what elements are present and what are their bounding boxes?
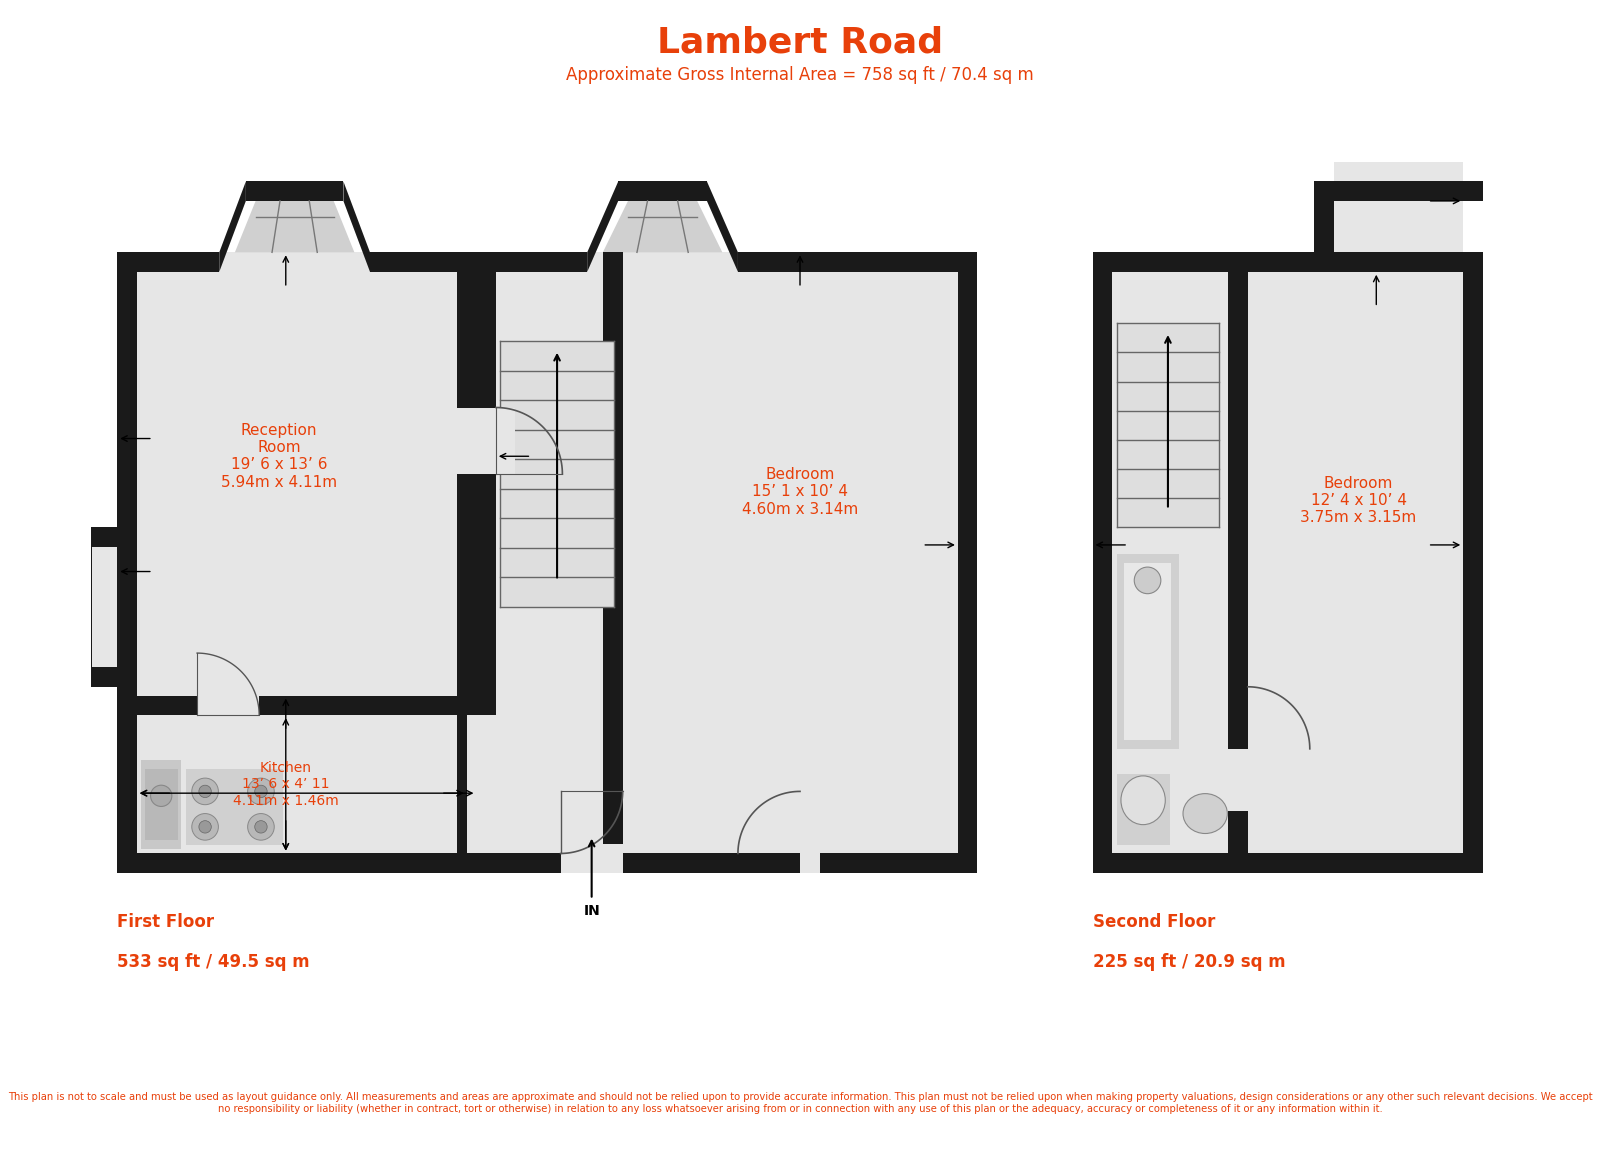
- Text: IN: IN: [584, 904, 600, 918]
- Polygon shape: [74, 668, 138, 687]
- Polygon shape: [1093, 252, 1483, 271]
- Polygon shape: [458, 408, 515, 474]
- Text: 533 sq ft / 49.5 sq m: 533 sq ft / 49.5 sq m: [117, 953, 310, 970]
- Polygon shape: [138, 695, 197, 715]
- Polygon shape: [501, 341, 614, 608]
- Polygon shape: [219, 181, 246, 271]
- Circle shape: [192, 778, 218, 805]
- Polygon shape: [800, 791, 819, 873]
- Polygon shape: [138, 252, 477, 854]
- Text: Bedroom
15’ 1 x 10’ 4
4.60m x 3.14m: Bedroom 15’ 1 x 10’ 4 4.60m x 3.14m: [742, 467, 858, 516]
- Polygon shape: [117, 252, 219, 271]
- Polygon shape: [1229, 252, 1248, 873]
- Polygon shape: [117, 854, 477, 873]
- Polygon shape: [458, 252, 477, 873]
- Circle shape: [254, 785, 267, 798]
- Polygon shape: [958, 252, 978, 873]
- Polygon shape: [186, 769, 283, 844]
- Polygon shape: [560, 843, 622, 873]
- Polygon shape: [74, 527, 93, 687]
- Polygon shape: [138, 695, 477, 854]
- Circle shape: [248, 778, 274, 805]
- Circle shape: [248, 813, 274, 840]
- Polygon shape: [1462, 252, 1483, 873]
- Polygon shape: [496, 252, 958, 854]
- Circle shape: [192, 813, 218, 840]
- Polygon shape: [1112, 252, 1462, 854]
- Polygon shape: [1334, 162, 1462, 252]
- Text: First Floor: First Floor: [117, 912, 214, 931]
- Polygon shape: [259, 695, 477, 715]
- Polygon shape: [246, 181, 344, 201]
- Polygon shape: [1117, 774, 1170, 844]
- Polygon shape: [141, 760, 181, 849]
- Polygon shape: [618, 181, 707, 201]
- Polygon shape: [707, 181, 738, 271]
- Polygon shape: [1123, 562, 1171, 740]
- Polygon shape: [117, 252, 138, 873]
- Polygon shape: [467, 715, 506, 854]
- Text: Bedroom
12’ 4 x 10’ 4
3.75m x 3.15m: Bedroom 12’ 4 x 10’ 4 3.75m x 3.15m: [1301, 476, 1416, 526]
- Text: Lambert Road: Lambert Road: [658, 25, 942, 60]
- Polygon shape: [1117, 323, 1219, 527]
- Text: 225 sq ft / 20.9 sq m: 225 sq ft / 20.9 sq m: [1093, 953, 1285, 970]
- Polygon shape: [146, 769, 178, 840]
- Text: This plan is not to scale and must be used as layout guidance only. All measurem: This plan is not to scale and must be us…: [8, 1093, 1592, 1113]
- Polygon shape: [74, 527, 138, 546]
- Polygon shape: [1093, 252, 1112, 873]
- Text: Approximate Gross Internal Area = 758 sq ft / 70.4 sq m: Approximate Gross Internal Area = 758 sq…: [566, 66, 1034, 84]
- Polygon shape: [1229, 748, 1267, 811]
- Circle shape: [150, 785, 171, 806]
- Polygon shape: [1117, 553, 1179, 748]
- Polygon shape: [344, 181, 370, 271]
- Polygon shape: [496, 854, 978, 873]
- Ellipse shape: [1122, 776, 1165, 825]
- Polygon shape: [587, 181, 618, 271]
- Polygon shape: [458, 252, 496, 873]
- Polygon shape: [370, 252, 477, 271]
- Polygon shape: [1314, 181, 1483, 201]
- Polygon shape: [1093, 252, 1334, 271]
- Polygon shape: [1314, 181, 1334, 271]
- Circle shape: [1134, 567, 1162, 594]
- Circle shape: [254, 821, 267, 833]
- Text: Reception
Room
19’ 6 x 13’ 6
5.94m x 4.11m: Reception Room 19’ 6 x 13’ 6 5.94m x 4.1…: [221, 423, 338, 490]
- Polygon shape: [603, 201, 722, 252]
- Circle shape: [198, 821, 211, 833]
- Circle shape: [198, 785, 211, 798]
- Text: Second Floor: Second Floor: [1093, 912, 1214, 931]
- Polygon shape: [235, 201, 354, 252]
- Ellipse shape: [1182, 793, 1227, 834]
- Polygon shape: [1093, 854, 1483, 873]
- Polygon shape: [93, 546, 117, 668]
- Polygon shape: [738, 252, 958, 271]
- Text: Kitchen
13’ 6 x 4’ 11
4.11m x 1.46m: Kitchen 13’ 6 x 4’ 11 4.11m x 1.46m: [234, 761, 339, 807]
- Polygon shape: [496, 252, 587, 271]
- Polygon shape: [603, 252, 622, 873]
